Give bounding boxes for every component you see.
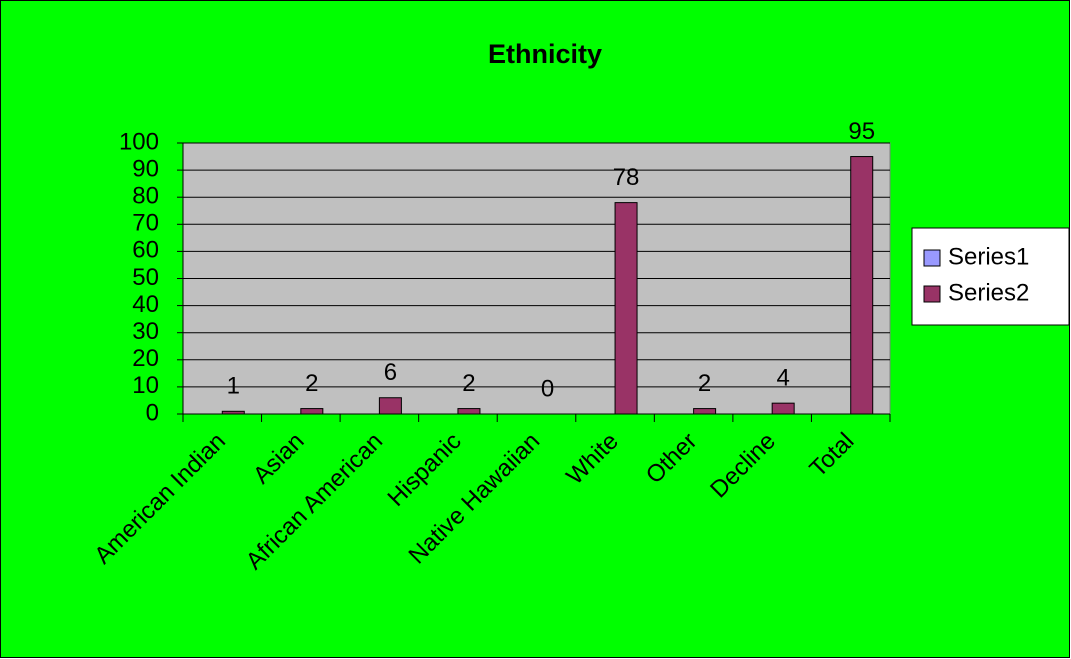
y-tick-label: 30	[132, 318, 159, 345]
bar	[221, 410, 245, 415]
y-tick-label: 10	[132, 372, 159, 399]
data-label: 1	[227, 373, 240, 400]
y-tick-label: 70	[132, 210, 159, 237]
data-label: 2	[698, 370, 711, 397]
legend-label: Series1	[948, 243, 1029, 270]
bar	[693, 408, 717, 415]
bar	[850, 156, 874, 415]
legend-swatch	[923, 285, 941, 303]
bar	[614, 202, 638, 415]
y-tick-label: 100	[119, 128, 159, 155]
data-label: 6	[384, 359, 397, 386]
data-label: 4	[776, 365, 789, 392]
legend-swatch	[923, 249, 941, 267]
y-tick-label: 80	[132, 183, 159, 210]
data-label: 95	[848, 118, 875, 145]
bar	[378, 397, 402, 415]
y-tick-label: 50	[132, 264, 159, 291]
legend	[911, 227, 1070, 326]
y-tick-label: 90	[132, 155, 159, 182]
data-label: 2	[462, 370, 475, 397]
y-tick-label: 60	[132, 237, 159, 264]
legend-label: Series2	[948, 279, 1029, 306]
bar	[771, 402, 795, 415]
y-tick-label: 20	[132, 345, 159, 372]
bar	[300, 408, 324, 415]
y-tick-label: 0	[146, 399, 159, 426]
data-label: 2	[305, 370, 318, 397]
data-label: 0	[541, 375, 554, 402]
bar	[457, 408, 481, 415]
y-tick-label: 40	[132, 291, 159, 318]
data-label: 78	[613, 164, 640, 191]
chart-title: Ethnicity	[488, 39, 602, 69]
